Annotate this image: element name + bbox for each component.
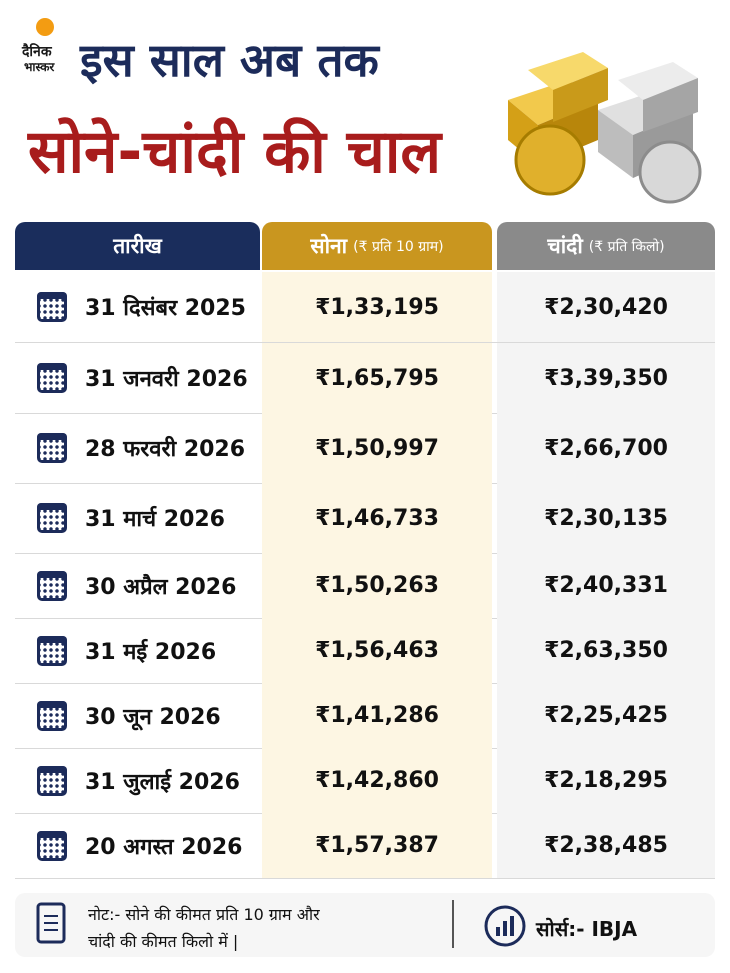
date-cell: 31 जनवरी 2026 xyxy=(85,367,248,392)
silver-price: ₹2,63,350 xyxy=(497,618,715,683)
calendar-icon xyxy=(37,765,67,796)
footer xyxy=(15,893,715,957)
date-cell: 30 जून 2026 xyxy=(85,704,221,730)
table-row: 30 अप्रैल 2026 ₹1,50,263 ₹2,40,331 xyxy=(15,553,715,619)
silver-price: ₹2,30,420 xyxy=(497,272,715,342)
source-icon xyxy=(484,905,526,947)
table-row: 31 मई 2026 ₹1,56,463 ₹2,63,350 xyxy=(15,618,715,684)
header-cell: सोना (₹ प्रति 10 ग्राम) xyxy=(262,222,492,270)
gold-price: ₹1,56,463 xyxy=(262,618,492,683)
date-cell: 31 मार्च 2026 xyxy=(85,507,225,532)
header-text: तारीख xyxy=(113,234,162,258)
date-cell: 31 मई 2026 xyxy=(85,639,217,665)
table-row: 31 जनवरी 2026 ₹1,65,795 ₹3,39,350 xyxy=(15,343,715,414)
table-row: 31 जुलाई 2026 ₹1,42,860 ₹2,18,295 xyxy=(15,748,715,814)
date-cell: 20 अगस्त 2026 xyxy=(85,834,243,860)
gold-price: ₹1,50,997 xyxy=(262,413,492,483)
header-cell: चांदी (₹ प्रति किलो) xyxy=(497,222,715,270)
date-cell: 28 फरवरी 2026 xyxy=(85,437,246,462)
title: सोने-चांदी की चाल xyxy=(28,117,442,187)
gold-price: ₹1,57,387 xyxy=(262,813,492,878)
calendar-icon xyxy=(37,363,67,393)
table-row: 28 फरवरी 2026 ₹1,50,997 ₹2,66,700 xyxy=(15,413,715,484)
silver-price: ₹2,38,485 xyxy=(497,813,715,878)
table-row: 31 मार्च 2026 ₹1,46,733 ₹2,30,135 xyxy=(15,483,715,554)
logo-sun xyxy=(36,18,54,36)
table-row: 20 अगस्त 2026 ₹1,57,387 ₹2,38,485 xyxy=(15,813,715,879)
logo-text: दैनिक xyxy=(22,44,52,60)
bars-illustration xyxy=(508,52,702,204)
note-text: चांदी की कीमत किलो में | xyxy=(88,932,239,951)
header-unit: (₹ प्रति 10 ग्राम) xyxy=(353,238,444,255)
note-icon xyxy=(36,902,66,944)
silver-price: ₹2,18,295 xyxy=(497,748,715,813)
header-text: चांदी xyxy=(547,234,583,258)
gold-price: ₹1,42,860 xyxy=(262,748,492,813)
gold-price: ₹1,41,286 xyxy=(262,683,492,748)
gold-price: ₹1,50,263 xyxy=(262,553,492,618)
gold-price: ₹1,65,795 xyxy=(262,343,492,413)
silver-price: ₹2,30,135 xyxy=(497,483,715,553)
title: इस साल अब तक xyxy=(80,33,379,87)
calendar-icon xyxy=(37,503,67,533)
gold-price: ₹1,33,195 xyxy=(262,272,492,342)
table-row: 31 दिसंबर 2025 ₹1,33,195 ₹2,30,420 xyxy=(15,272,715,343)
table-row: 30 जून 2026 ₹1,41,286 ₹2,25,425 xyxy=(15,683,715,749)
note-text: नोट:- सोने की कीमत प्रति 10 ग्राम और xyxy=(88,905,320,924)
header-cell: तारीख xyxy=(15,222,260,270)
silver-price: ₹2,66,700 xyxy=(497,413,715,483)
calendar-icon xyxy=(37,570,67,601)
calendar-icon xyxy=(37,433,67,463)
calendar-icon xyxy=(37,830,67,861)
gold-price: ₹1,46,733 xyxy=(262,483,492,553)
calendar-icon xyxy=(37,700,67,731)
silver-price: ₹2,25,425 xyxy=(497,683,715,748)
divider xyxy=(452,900,454,948)
silver-price: ₹3,39,350 xyxy=(497,343,715,413)
source-text: सोर्स:- IBJA xyxy=(536,917,638,941)
silver-price: ₹2,40,331 xyxy=(497,553,715,618)
calendar-icon xyxy=(37,635,67,666)
date-cell: 30 अप्रैल 2026 xyxy=(85,574,237,600)
logo-text: भास्कर xyxy=(24,60,55,74)
header-unit: (₹ प्रति किलो) xyxy=(588,238,665,255)
calendar-icon xyxy=(37,292,67,322)
date-cell: 31 जुलाई 2026 xyxy=(85,769,240,795)
header-text: सोना xyxy=(310,234,348,258)
date-cell: 31 दिसंबर 2025 xyxy=(85,296,246,321)
